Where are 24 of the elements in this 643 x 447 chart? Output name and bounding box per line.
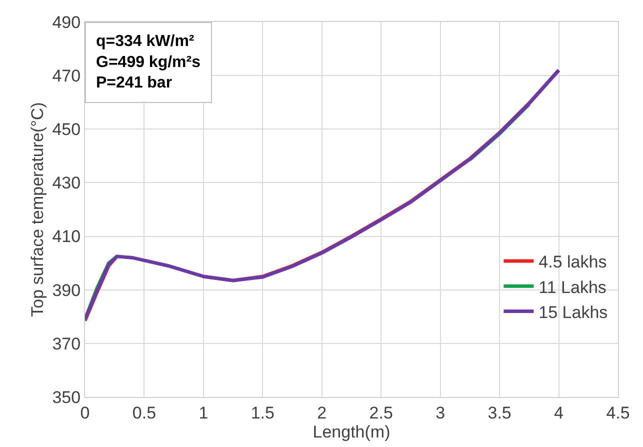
x-tick-label: 4.5: [606, 403, 630, 422]
x-tick-label: 1.5: [250, 403, 274, 422]
annotation: q=334 kW/m² G=499 kg/m²s P=241 bar: [96, 33, 201, 92]
x-tick-label: 0.5: [132, 403, 156, 422]
y-tick-label: 390: [52, 280, 81, 300]
y-tick-label: 410: [52, 227, 81, 246]
y-tick-label: 490: [52, 12, 81, 32]
x-tick-label: 1: [198, 403, 208, 422]
y-tick-label: 350: [52, 388, 81, 407]
x-tick-label: 3.5: [488, 403, 512, 422]
x-axis-title: Length(m): [312, 422, 390, 442]
y-tick-label: 430: [52, 174, 81, 193]
x-tick-label: 4: [554, 403, 564, 422]
legend-label: 11 Lakhs: [538, 278, 606, 297]
x-tick-label: 2.5: [369, 403, 393, 422]
y-tick-label: 470: [52, 66, 81, 86]
y-axis-title: Top surface temperature(°C): [28, 102, 47, 317]
x-tick-label: 2: [317, 403, 327, 422]
y-tick-label: 450: [52, 120, 81, 140]
x-tick-label: 3: [436, 403, 446, 422]
legend-label: 15 Lakhs: [538, 302, 608, 322]
y-tick-label: 370: [52, 334, 81, 354]
x-tick-label: 0: [80, 403, 90, 422]
legend-label: 4.5 lakhs: [538, 252, 607, 272]
